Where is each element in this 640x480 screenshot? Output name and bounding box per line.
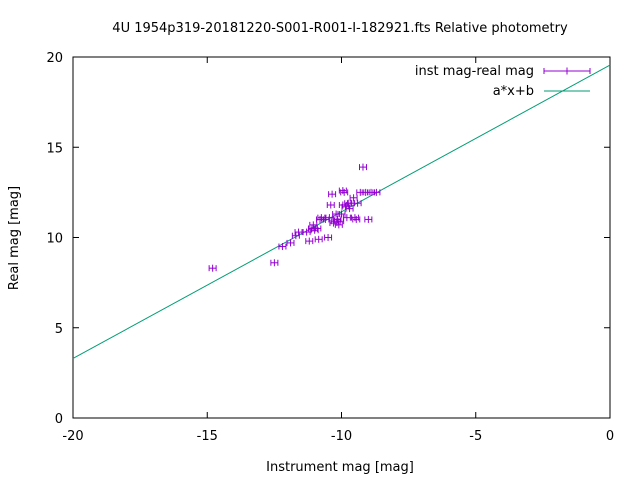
y-tick-label: 5: [55, 322, 63, 337]
data-point: [291, 232, 300, 240]
data-point: [313, 224, 322, 232]
data-point: [328, 190, 337, 198]
x-tick-label: 0: [606, 429, 614, 444]
y-axis-label: Real mag [mag]: [7, 186, 22, 290]
data-point: [352, 215, 361, 223]
legend: inst mag-real mag a*x+b: [415, 64, 591, 99]
data-point: [314, 235, 323, 243]
y-tick-label: 15: [46, 141, 63, 156]
y-tick-label: 10: [46, 232, 63, 247]
y-tick-label: 0: [55, 412, 63, 427]
data-point: [337, 210, 346, 218]
errorbar-series: [208, 163, 381, 272]
data-point: [286, 239, 295, 247]
data-point: [278, 243, 287, 251]
data-point: [294, 228, 303, 236]
data-point: [372, 188, 381, 196]
data-point: [305, 237, 314, 245]
legend-label-fit: a*x+b: [493, 84, 534, 99]
x-axis-label: Instrument mag [mag]: [266, 460, 414, 475]
data-point: [345, 205, 354, 213]
data-point: [358, 163, 367, 171]
data-point: [353, 199, 362, 207]
data-point: [208, 264, 217, 272]
data-point: [324, 234, 333, 241]
data-point: [270, 259, 279, 267]
data-point: [334, 221, 343, 229]
data-point: [302, 228, 311, 236]
y-tick-labels: 0 5 10 15 20: [46, 51, 63, 427]
axis-ticks: [72, 56, 611, 419]
data-point: [338, 187, 347, 195]
plot-frame: [72, 56, 611, 419]
chart-title: 4U 1954p319-20181220-S001-R001-I-182921.…: [112, 21, 568, 36]
data-point: [364, 215, 373, 223]
data-point: [326, 201, 335, 209]
x-tick-label: -10: [331, 429, 352, 444]
data-point: [309, 221, 318, 229]
x-tick-label: -5: [469, 429, 482, 444]
x-tick-labels: -20 -15 -10 -5 0: [62, 429, 614, 444]
data-point: [349, 194, 358, 202]
legend-symbol-errorbars: [543, 67, 591, 75]
x-tick-label: -15: [197, 429, 218, 444]
y-tick-label: 20: [46, 51, 63, 66]
legend-label-errorbars: inst mag-real mag: [415, 64, 534, 79]
data-point: [342, 214, 351, 222]
x-tick-label: -20: [62, 429, 83, 444]
